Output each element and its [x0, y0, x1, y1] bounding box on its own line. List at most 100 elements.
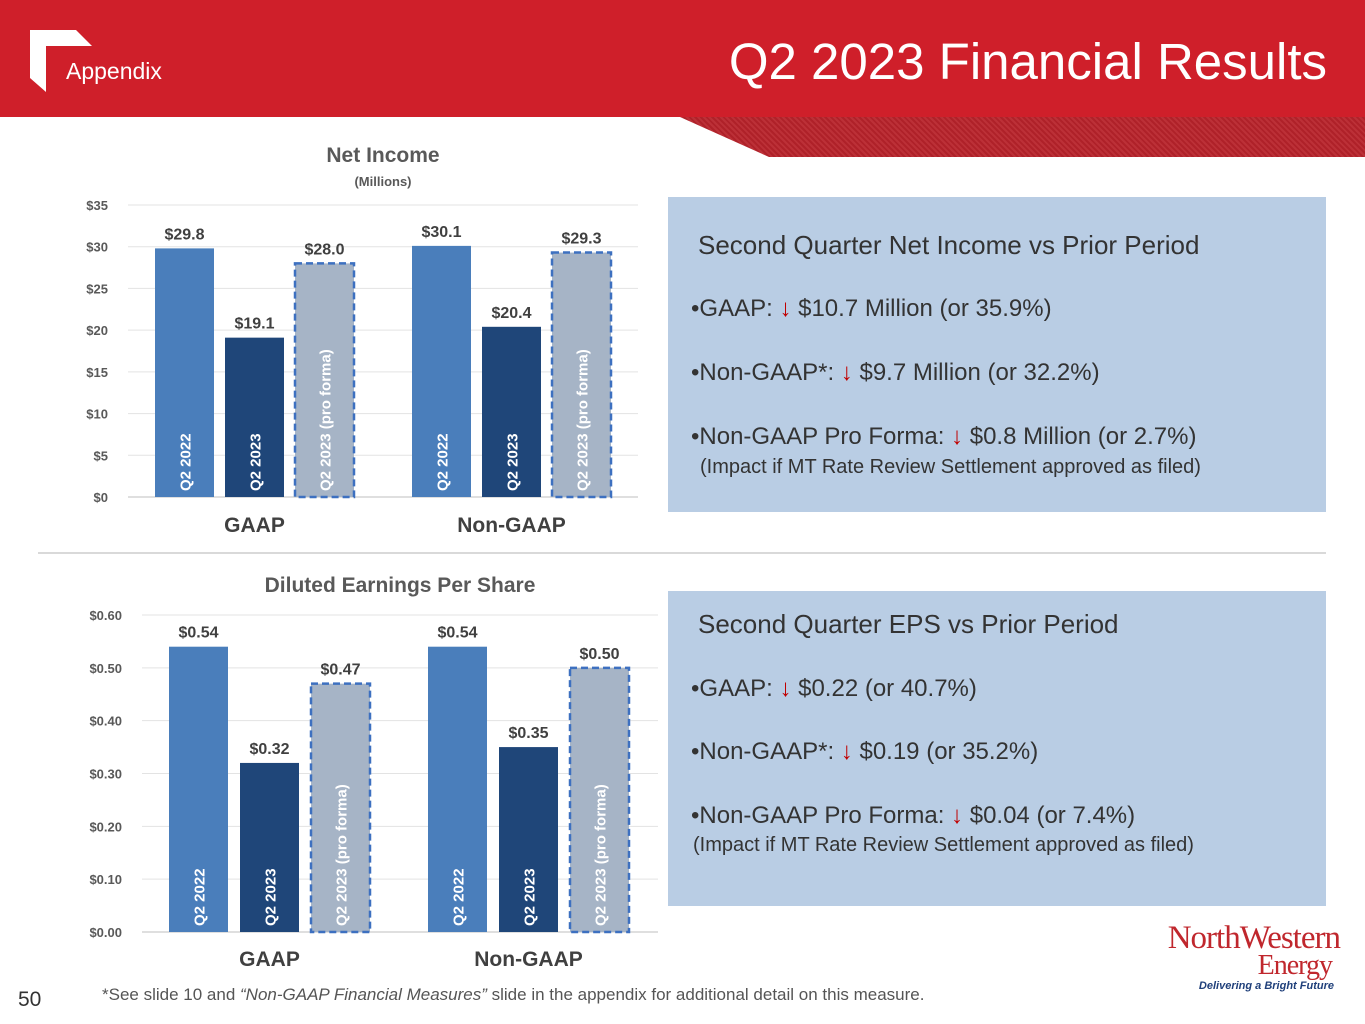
bar-category-label: Q2 2023 (pro forma): [593, 784, 610, 926]
data-label: $0.54: [178, 625, 218, 642]
bar-category-label: Q2 2022: [435, 433, 452, 491]
bar-non-gaap-pro-forma: [568, 666, 631, 934]
eps-non-gaap-line: •Non-GAAP*: ↓ $0.19 (or 35.2%): [691, 738, 1038, 766]
chart-title: Net Income: [326, 144, 439, 167]
y-tick-label: $0.30: [89, 767, 122, 782]
bar-category-label: Q2 2023 (pro forma): [318, 349, 335, 491]
bar-category-label: Q2 2023: [505, 433, 522, 491]
footnote-prefix: *See slide 10 and: [102, 985, 240, 1004]
chart-title: Diluted Earnings Per Share: [265, 574, 536, 597]
northwestern-energy-logo: NorthWestern Energy Delivering a Bright …: [1110, 920, 1341, 1000]
pro-forma-change: $0.8 Million (or 2.7%): [969, 423, 1197, 450]
y-tick-label: $30: [86, 240, 108, 255]
y-tick-label: $0.50: [89, 661, 122, 676]
net-income-pro-forma-line: •Non-GAAP Pro Forma: ↓ $0.8 Million (or …: [691, 423, 1196, 451]
group-label: GAAP: [239, 948, 300, 971]
net-income-gaap-line: •GAAP: ↓ $10.7 Million (or 35.9%): [691, 295, 1052, 323]
net-income-summary-box: Second Quarter Net Income vs Prior Perio…: [668, 197, 1326, 512]
section-label: Appendix: [66, 58, 162, 84]
y-tick-label: $0.00: [89, 925, 122, 940]
y-tick-label: $0.20: [89, 819, 122, 834]
y-tick-label: $0: [94, 490, 108, 505]
data-label: $0.32: [249, 741, 289, 758]
eps-heading: Second Quarter EPS vs Prior Period: [698, 609, 1119, 639]
brand-name: NorthWestern: [1167, 920, 1341, 956]
gaap-change: $0.22 (or 40.7%): [798, 675, 977, 702]
section-divider: [38, 552, 1326, 554]
down-arrow-icon: ↓: [951, 423, 964, 450]
y-tick-label: $25: [86, 281, 108, 296]
y-tick-label: $20: [86, 323, 108, 338]
brand-sub: Energy: [1257, 950, 1333, 981]
footnote-italic: “Non-GAAP Financial Measures”: [240, 985, 487, 1004]
y-tick-label: $0.40: [89, 714, 122, 729]
bar-non-gaap-q2-2023: [482, 326, 541, 497]
data-label: $0.47: [320, 662, 360, 679]
bar-category-label: Q2 2022: [451, 868, 468, 926]
bar-category-label: Q2 2023: [263, 868, 280, 926]
bar-gaap-pro-forma: [309, 682, 372, 934]
y-tick-label: $35: [86, 198, 108, 213]
data-label: $29.3: [561, 231, 601, 248]
gaap-change: $10.7 Million (or 35.9%): [798, 295, 1052, 322]
pro-forma-label: •Non-GAAP Pro Forma:: [691, 802, 945, 829]
eps-gaap-line: •GAAP: ↓ $0.22 (or 40.7%): [691, 675, 977, 703]
non-gaap-change: $9.7 Million (or 32.2%): [859, 359, 1100, 386]
diluted-eps-chart: Diluted Earnings Per Share $0.00 $0.10 $0.2…: [89, 574, 658, 971]
bar-gaap-q2-2022: [169, 646, 228, 932]
non-gaap-label: •Non-GAAP*:: [691, 738, 835, 765]
company-logo-icon: [30, 30, 92, 92]
data-label: $19.1: [234, 316, 274, 333]
y-tick-label: $15: [86, 365, 108, 380]
eps-pro-forma-line: •Non-GAAP Pro Forma: ↓ $0.04 (or 7.4%): [691, 802, 1135, 830]
bar-non-gaap-q2-2022: [412, 245, 471, 497]
footnote: *See slide 10 and “Non-GAAP Financial Me…: [102, 985, 924, 1005]
group-label: GAAP: [224, 514, 285, 537]
data-label: $20.4: [491, 305, 531, 322]
header-accent-stripe: [680, 117, 1365, 157]
group-label: Non-GAAP: [474, 948, 583, 971]
y-tick-label: $10: [86, 407, 108, 422]
data-label: $0.35: [508, 725, 548, 742]
gaap-label: •GAAP:: [691, 295, 773, 322]
down-arrow-icon: ↓: [951, 802, 964, 829]
slide-title: Q2 2023 Financial Results: [728, 33, 1327, 90]
y-tick-label: $0.10: [89, 872, 122, 887]
bar-non-gaap-pro-forma: [550, 251, 613, 499]
bar-category-label: Q2 2022: [178, 433, 195, 491]
net-income-non-gaap-line: •Non-GAAP*: ↓ $9.7 Million (or 32.2%): [691, 359, 1100, 387]
pro-forma-label: •Non-GAAP Pro Forma:: [691, 423, 945, 450]
eps-summary-box: Second Quarter EPS vs Prior Period •GAAP…: [668, 591, 1326, 906]
page-number: 50: [18, 988, 42, 1011]
down-arrow-icon: ↓: [779, 675, 792, 702]
brand-tagline: Delivering a Bright Future: [1198, 980, 1334, 992]
group-label: Non-GAAP: [457, 514, 566, 537]
footnote-suffix: slide in the appendix for additional det…: [486, 985, 925, 1004]
bar-category-label: Q2 2023: [248, 433, 265, 491]
down-arrow-icon: ↓: [840, 738, 853, 765]
bar-category-label: Q2 2023 (pro forma): [575, 349, 592, 491]
header-bar: Appendix Q2 2023 Financial Results: [0, 0, 1365, 117]
data-label: $29.8: [164, 226, 204, 243]
data-label: $28.0: [304, 241, 344, 258]
data-label: $0.54: [437, 625, 477, 642]
y-tick-label: $0.60: [89, 608, 122, 623]
eps-note: (Impact if MT Rate Review Settlement app…: [693, 834, 1194, 856]
bar-category-label: Q2 2022: [192, 868, 209, 926]
down-arrow-icon: ↓: [779, 295, 792, 322]
bar-non-gaap-q2-2023: [499, 747, 558, 932]
data-label: $30.1: [421, 224, 461, 241]
down-arrow-icon: ↓: [840, 359, 853, 386]
net-income-chart: Net Income (Millions) $0 $5 $10 $15 $20 $25 $30 $…: [86, 144, 638, 537]
data-label: $0.50: [579, 646, 619, 663]
bar-category-label: Q2 2023 (pro forma): [334, 784, 351, 926]
non-gaap-change: $0.19 (or 35.2%): [859, 738, 1039, 765]
bar-category-label: Q2 2023: [522, 868, 539, 926]
bar-gaap-pro-forma: [293, 262, 356, 499]
bar-gaap-q2-2023: [225, 337, 284, 497]
bar-non-gaap-q2-2022: [428, 646, 487, 932]
bar-gaap-q2-2022: [155, 248, 214, 497]
chart-subtitle: (Millions): [354, 174, 411, 189]
gaap-label: •GAAP:: [691, 675, 773, 702]
net-income-heading: Second Quarter Net Income vs Prior Perio…: [698, 230, 1200, 260]
